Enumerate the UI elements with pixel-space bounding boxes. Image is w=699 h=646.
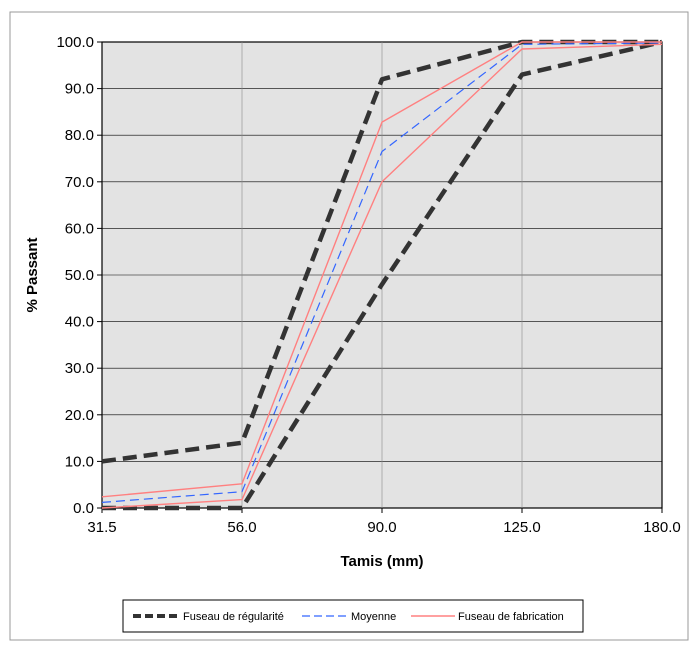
x-tick-label: 125.0	[503, 519, 541, 536]
y-axis-ticks: 0.0 10.0 20.0 30.0 40.0 50.0 60.0 70.0 80.0 90.0 1…	[56, 34, 102, 517]
x-axis-ticks: 31.5 56.0 90.0 125.0 180.0	[87, 508, 681, 536]
y-tick-label: 70.0	[65, 174, 94, 191]
legend-label-regularite: Fuseau de régularité	[183, 611, 284, 623]
y-tick-label: 80.0	[65, 127, 94, 144]
x-tick-label: 56.0	[227, 519, 256, 536]
y-tick-label: 90.0	[65, 81, 94, 98]
gridlines	[102, 42, 662, 508]
x-axis-title: Tamis (mm)	[340, 553, 423, 570]
series-line-1	[102, 39, 663, 511]
y-tick-label: 50.0	[65, 267, 94, 284]
legend-box	[122, 599, 584, 633]
series-lines	[101, 39, 663, 511]
x-tick-label: 180.0	[643, 519, 681, 536]
y-tick-label: 60.0	[65, 220, 94, 237]
y-tick-label: 0.0	[73, 500, 94, 517]
y-tick-label: 10.0	[65, 453, 94, 470]
series-line-4	[101, 43, 663, 509]
x-tick-label: 90.0	[367, 519, 396, 536]
y-axis-title: % Passant	[24, 237, 41, 312]
legend: Fuseau de régularité Moyenne Fuseau de f…	[122, 599, 584, 633]
series-line-3	[101, 41, 662, 498]
series-line-2	[101, 42, 663, 504]
y-tick-label: 20.0	[65, 407, 94, 424]
y-tick-label: 30.0	[65, 360, 94, 377]
legend-label-fabrication: Fuseau de fabrication	[458, 611, 564, 623]
legend-label-moyenne: Moyenne	[351, 611, 396, 623]
y-tick-label: 100.0	[56, 34, 94, 51]
y-tick-label: 40.0	[65, 314, 94, 331]
x-tick-label: 31.5	[87, 519, 116, 536]
